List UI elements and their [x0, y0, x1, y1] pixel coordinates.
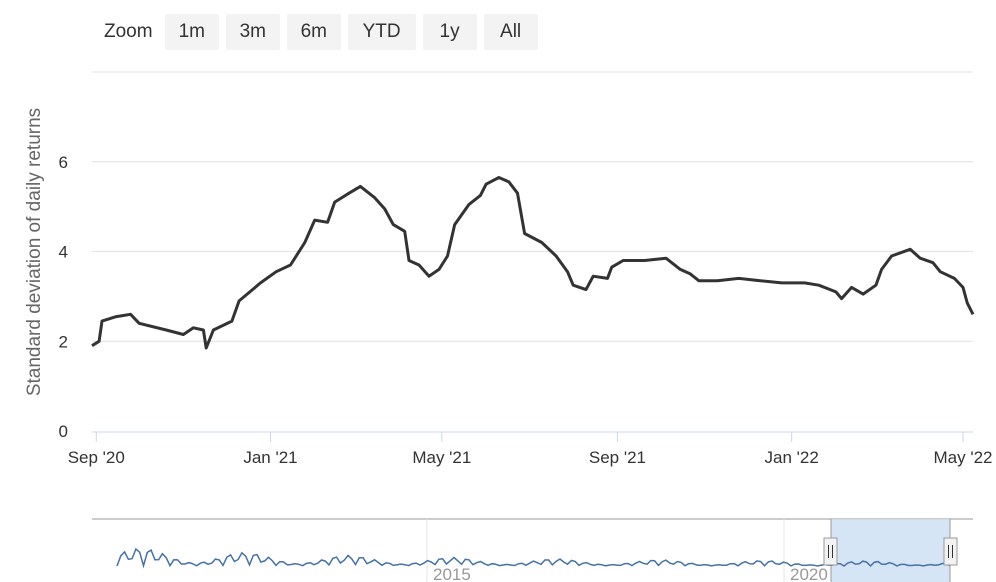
series-line — [91, 176, 975, 350]
navigator-label-2015: 2015 — [433, 565, 471, 582]
zoom-1y-button[interactable]: 1y — [422, 14, 477, 50]
navigator-right-handle[interactable] — [943, 537, 958, 566]
y-axis: 0 2 4 6 — [59, 153, 68, 441]
zoom-label: Zoom — [104, 21, 153, 42]
navigator-series-line — [116, 547, 951, 569]
y-tick-label: 2 — [59, 332, 68, 351]
x-tick-label: Jan '21 — [243, 448, 297, 467]
x-tick-label: Sep '20 — [68, 448, 125, 467]
range-selector: Zoom 1m 3m 6m YTD 1y All — [104, 14, 545, 50]
y-axis-title: Standard deviation of daily returns — [24, 108, 45, 396]
x-axis: Sep '20 Jan '21 May '21 Sep '21 Jan '22 May '… — [68, 431, 993, 467]
navigator-selected-range[interactable] — [831, 519, 950, 582]
x-tick-label: Sep '21 — [589, 448, 646, 467]
y-tick-label: 0 — [59, 422, 68, 441]
zoom-3m-button[interactable]: 3m — [225, 14, 280, 50]
grid-lines — [92, 71, 973, 342]
zoom-6m-button[interactable]: 6m — [286, 14, 341, 50]
zoom-all-button[interactable]: All — [483, 14, 538, 50]
zoom-ytd-button[interactable]: YTD — [347, 14, 416, 50]
zoom-1m-button[interactable]: 1m — [164, 14, 219, 50]
x-tick-label: May '21 — [412, 448, 471, 467]
x-tick-label: May '22 — [934, 448, 993, 467]
y-tick-label: 6 — [59, 153, 68, 172]
x-tick-label: Jan '22 — [765, 448, 819, 467]
navigator-left-handle[interactable] — [823, 537, 838, 566]
navigator-label-2020: 2020 — [790, 565, 828, 582]
y-tick-label: 4 — [59, 243, 68, 262]
navigator[interactable]: 2015 2020 — [92, 518, 973, 582]
